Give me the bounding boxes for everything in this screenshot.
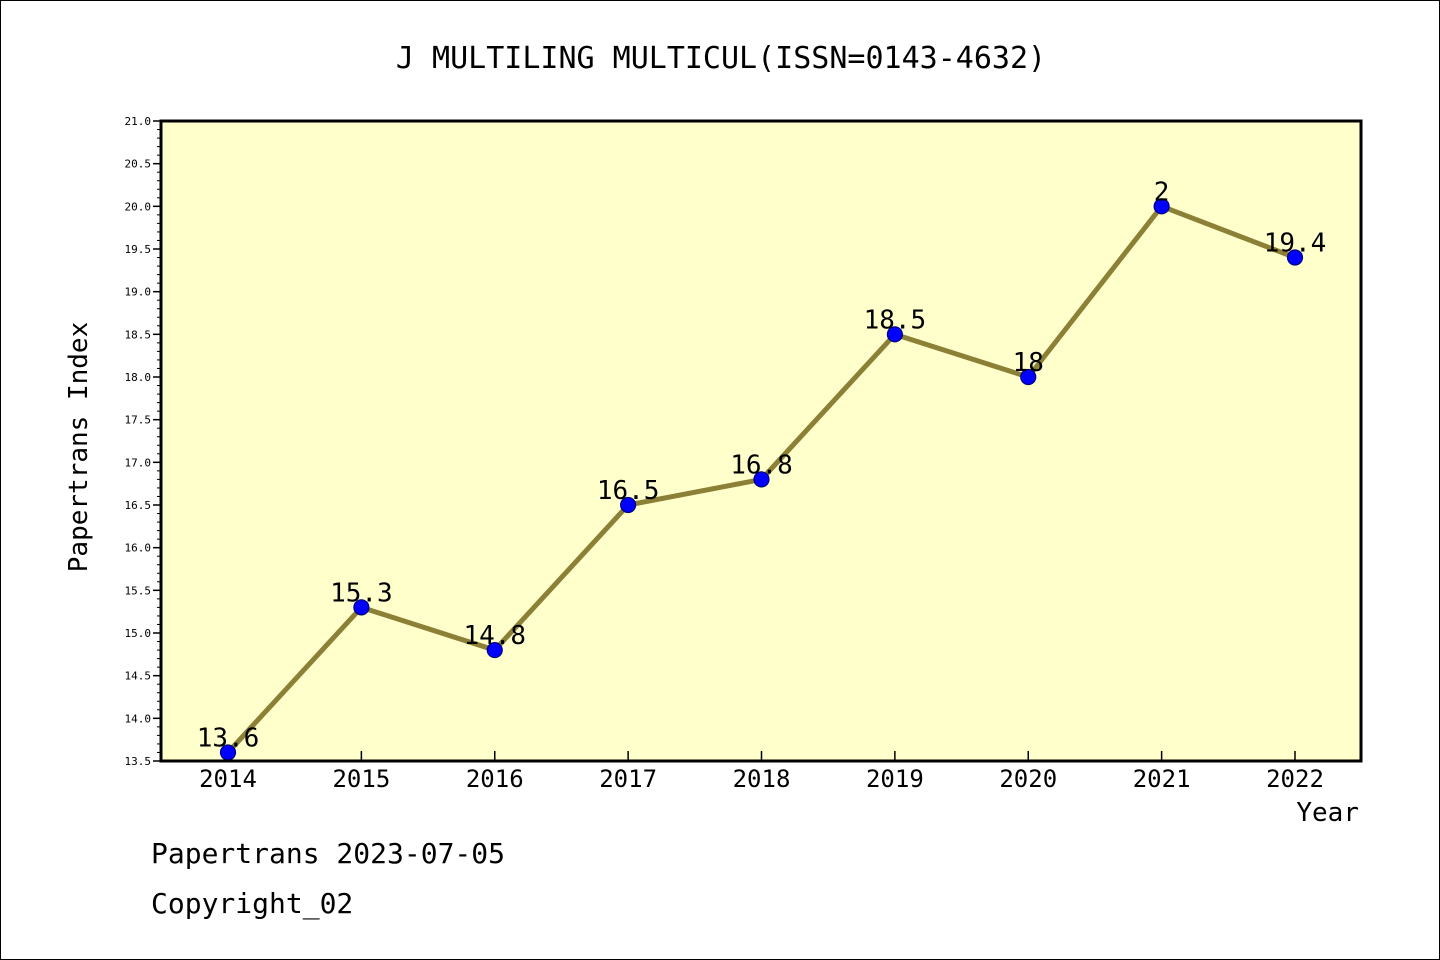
x-tick-label: 2016 [466,765,524,793]
y-tick-label: 17.0 [125,456,152,469]
data-point [486,641,503,659]
x-axis-label: Year [1296,798,1359,828]
data-point [1286,249,1304,266]
y-tick-label: 18.0 [125,371,152,384]
y-tick-label: 16.5 [125,499,152,512]
data-label: 16.5 [597,476,660,506]
data-label: 16.8 [730,450,793,480]
y-tick-label: 14.0 [125,712,152,725]
plot-border [159,119,1363,763]
x-tick-label: 2018 [733,765,791,793]
y-tick-label: 15.5 [125,584,152,597]
data-label: 18 [1013,348,1044,378]
data-point [620,496,637,514]
y-tick-label: 17.5 [125,414,152,427]
x-tick-label: 2020 [999,765,1057,793]
y-tick-label: 15.0 [125,627,152,640]
y-tick-label: 19.0 [125,286,152,299]
y-tick-label: 21.0 [125,115,152,128]
y-axis: 13.5 14.0 14.5 15.0 15.5 16.0 16.5 17.0 17.5 18.0… [125,115,161,768]
x-tick-label: 2017 [599,765,657,793]
y-tick-label: 14.5 [125,670,152,683]
data-point [753,471,770,488]
y-tick-label: 13.5 [125,755,152,768]
footer-copyright: Copyright_02 [151,887,354,920]
data-labels: 13.6 15.3 14.8 16.5 16.8 18.5 18 2 19.4 [197,177,1327,753]
data-label: 18.5 [864,305,927,335]
y-tick-label: 18.5 [125,328,152,341]
data-label: 13.6 [197,723,260,753]
y-tick-label: 16.0 [125,542,152,555]
x-tick-label: 2019 [866,765,924,793]
y-tick-label: 20.5 [125,158,152,171]
data-points [219,198,1304,761]
data-label: 2 [1154,177,1170,207]
x-tick-label: 2022 [1266,765,1324,793]
y-axis-label: Papertrans Index [64,322,94,572]
x-tick-label: 2021 [1133,765,1191,793]
y-tick-label: 19.5 [125,243,152,256]
x-tick-label: 2014 [199,765,257,793]
data-label: 19.4 [1264,229,1327,259]
y-tick-label: 20.0 [125,200,152,213]
data-label: 15.3 [330,578,393,608]
plot-area [161,121,1361,761]
x-axis: 2014 2015 2016 2017 2018 2019 2020 2021 2022 [199,751,1324,793]
data-point [353,599,370,616]
data-point [886,326,903,343]
chart-title: J MULTILING MULTICUL(ISSN=0143-4632) [396,41,1046,76]
footer-date: Papertrans 2023-07-05 [151,837,506,870]
data-point [1153,198,1170,215]
data-label: 14.8 [463,621,526,651]
data-point [1020,368,1037,386]
x-tick-label: 2015 [332,765,390,793]
